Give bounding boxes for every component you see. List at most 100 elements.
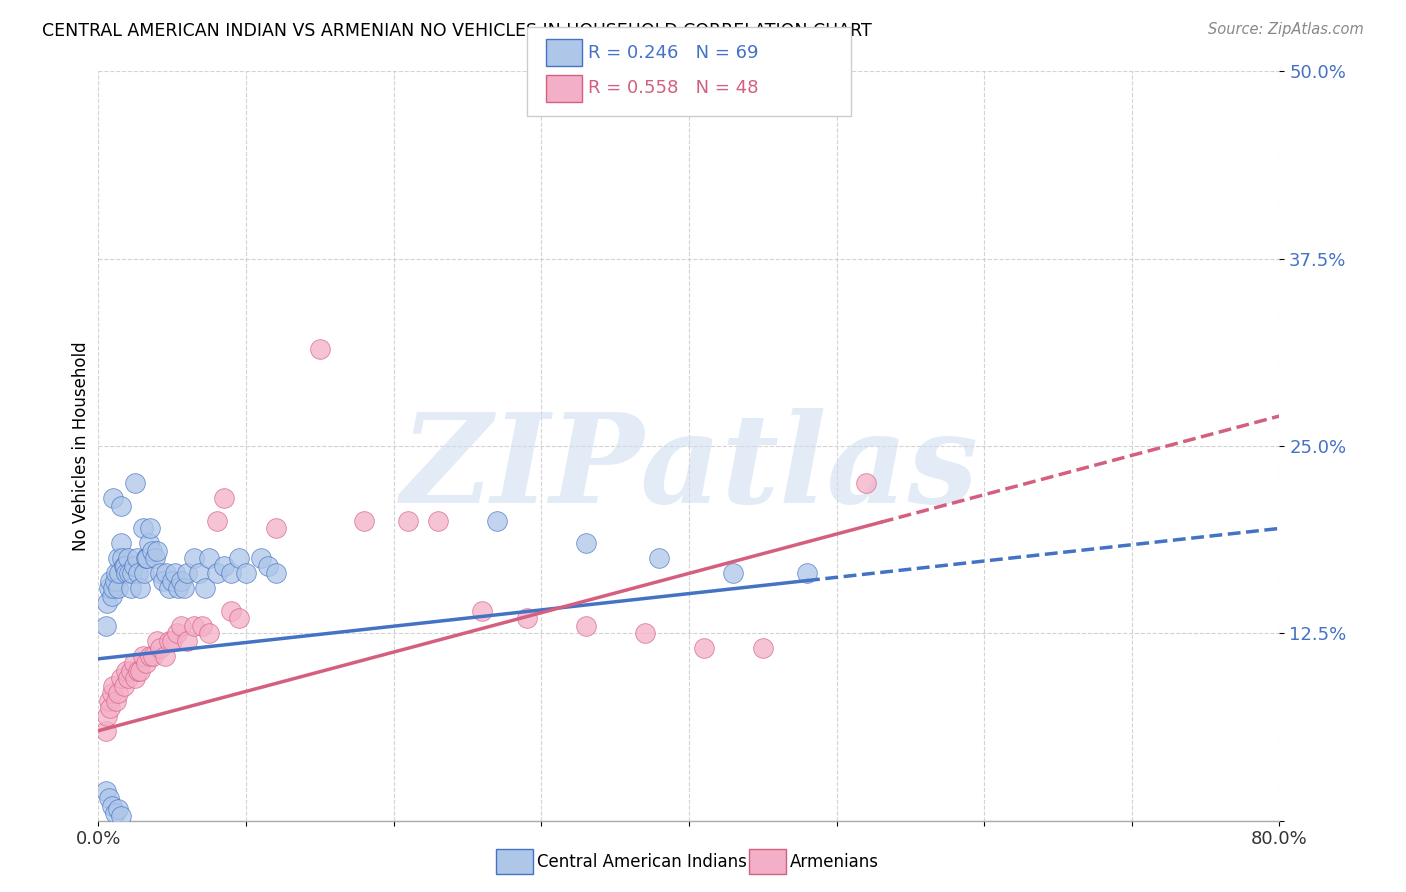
Point	[107, 686, 129, 700]
Point	[264, 521, 287, 535]
Point	[125, 551, 148, 566]
Point	[648, 551, 671, 566]
Text: Central American Indians: Central American Indians	[537, 853, 747, 871]
Point	[139, 648, 162, 663]
Point	[111, 551, 134, 566]
Point	[97, 694, 120, 708]
Point	[575, 536, 598, 550]
Point	[198, 626, 221, 640]
Point	[120, 582, 142, 596]
Point	[115, 566, 138, 581]
Text: ZIPatlas: ZIPatlas	[399, 408, 979, 529]
Point	[149, 566, 172, 581]
Point	[97, 791, 120, 805]
Point	[96, 708, 118, 723]
Point	[143, 551, 166, 566]
Point	[100, 589, 122, 603]
Point	[228, 551, 250, 566]
Point	[98, 574, 121, 588]
Point	[127, 664, 149, 678]
Point	[221, 566, 243, 581]
Point	[153, 648, 176, 663]
Point	[110, 536, 132, 550]
Point	[250, 551, 273, 566]
Point	[135, 657, 157, 671]
Point	[112, 679, 135, 693]
Point	[796, 566, 818, 581]
Point	[194, 582, 217, 596]
Point	[135, 551, 157, 566]
Point	[173, 582, 195, 596]
Point	[183, 551, 205, 566]
Point	[139, 521, 162, 535]
Point	[471, 604, 494, 618]
Point	[723, 566, 745, 581]
Point	[110, 671, 132, 685]
Point	[170, 619, 193, 633]
Point	[141, 544, 163, 558]
Point	[205, 566, 228, 581]
Point	[121, 566, 143, 581]
Point	[94, 723, 117, 738]
Point	[132, 648, 155, 663]
Point	[146, 633, 169, 648]
Point	[100, 798, 122, 813]
Point	[142, 648, 165, 663]
Point	[107, 582, 129, 596]
Point	[96, 596, 118, 610]
Point	[191, 619, 214, 633]
Point	[94, 783, 117, 797]
Point	[136, 551, 159, 566]
Point	[309, 342, 332, 356]
Point	[110, 499, 132, 513]
Point	[152, 574, 174, 588]
Point	[693, 641, 716, 656]
Point	[112, 558, 135, 573]
Point	[117, 551, 139, 566]
Point	[104, 806, 127, 821]
Point	[127, 566, 149, 581]
Point	[427, 514, 450, 528]
Point	[107, 551, 129, 566]
Point	[264, 566, 287, 581]
Point	[235, 566, 257, 581]
Point	[128, 582, 150, 596]
Point	[157, 582, 180, 596]
Point	[117, 671, 139, 685]
Point	[228, 611, 250, 625]
Point	[100, 686, 122, 700]
Point	[98, 701, 121, 715]
Point	[97, 582, 120, 596]
Point	[108, 566, 131, 581]
Point	[149, 641, 172, 656]
Point	[162, 633, 183, 648]
Text: Source: ZipAtlas.com: Source: ZipAtlas.com	[1208, 22, 1364, 37]
Text: Armenians: Armenians	[790, 853, 879, 871]
Point	[122, 657, 145, 671]
Point	[103, 679, 125, 693]
Point	[118, 566, 141, 581]
Point	[110, 809, 132, 823]
Point	[146, 544, 169, 558]
Point	[176, 633, 198, 648]
Text: R = 0.246   N = 69: R = 0.246 N = 69	[588, 44, 758, 62]
Point	[105, 694, 128, 708]
Point	[176, 566, 198, 581]
Text: CENTRAL AMERICAN INDIAN VS ARMENIAN NO VEHICLES IN HOUSEHOLD CORRELATION CHART: CENTRAL AMERICAN INDIAN VS ARMENIAN NO V…	[42, 22, 872, 40]
Point	[103, 582, 125, 596]
Point	[516, 611, 538, 625]
Point	[166, 626, 188, 640]
Point	[115, 664, 138, 678]
Point	[353, 514, 375, 528]
Point	[103, 491, 125, 506]
Point	[212, 491, 235, 506]
Text: R = 0.558   N = 48: R = 0.558 N = 48	[588, 79, 758, 97]
Point	[212, 558, 235, 573]
Point	[114, 558, 136, 573]
Point	[855, 476, 877, 491]
Point	[157, 633, 180, 648]
Point	[124, 671, 146, 685]
Point	[162, 574, 183, 588]
Point	[170, 574, 193, 588]
Point	[105, 566, 128, 581]
